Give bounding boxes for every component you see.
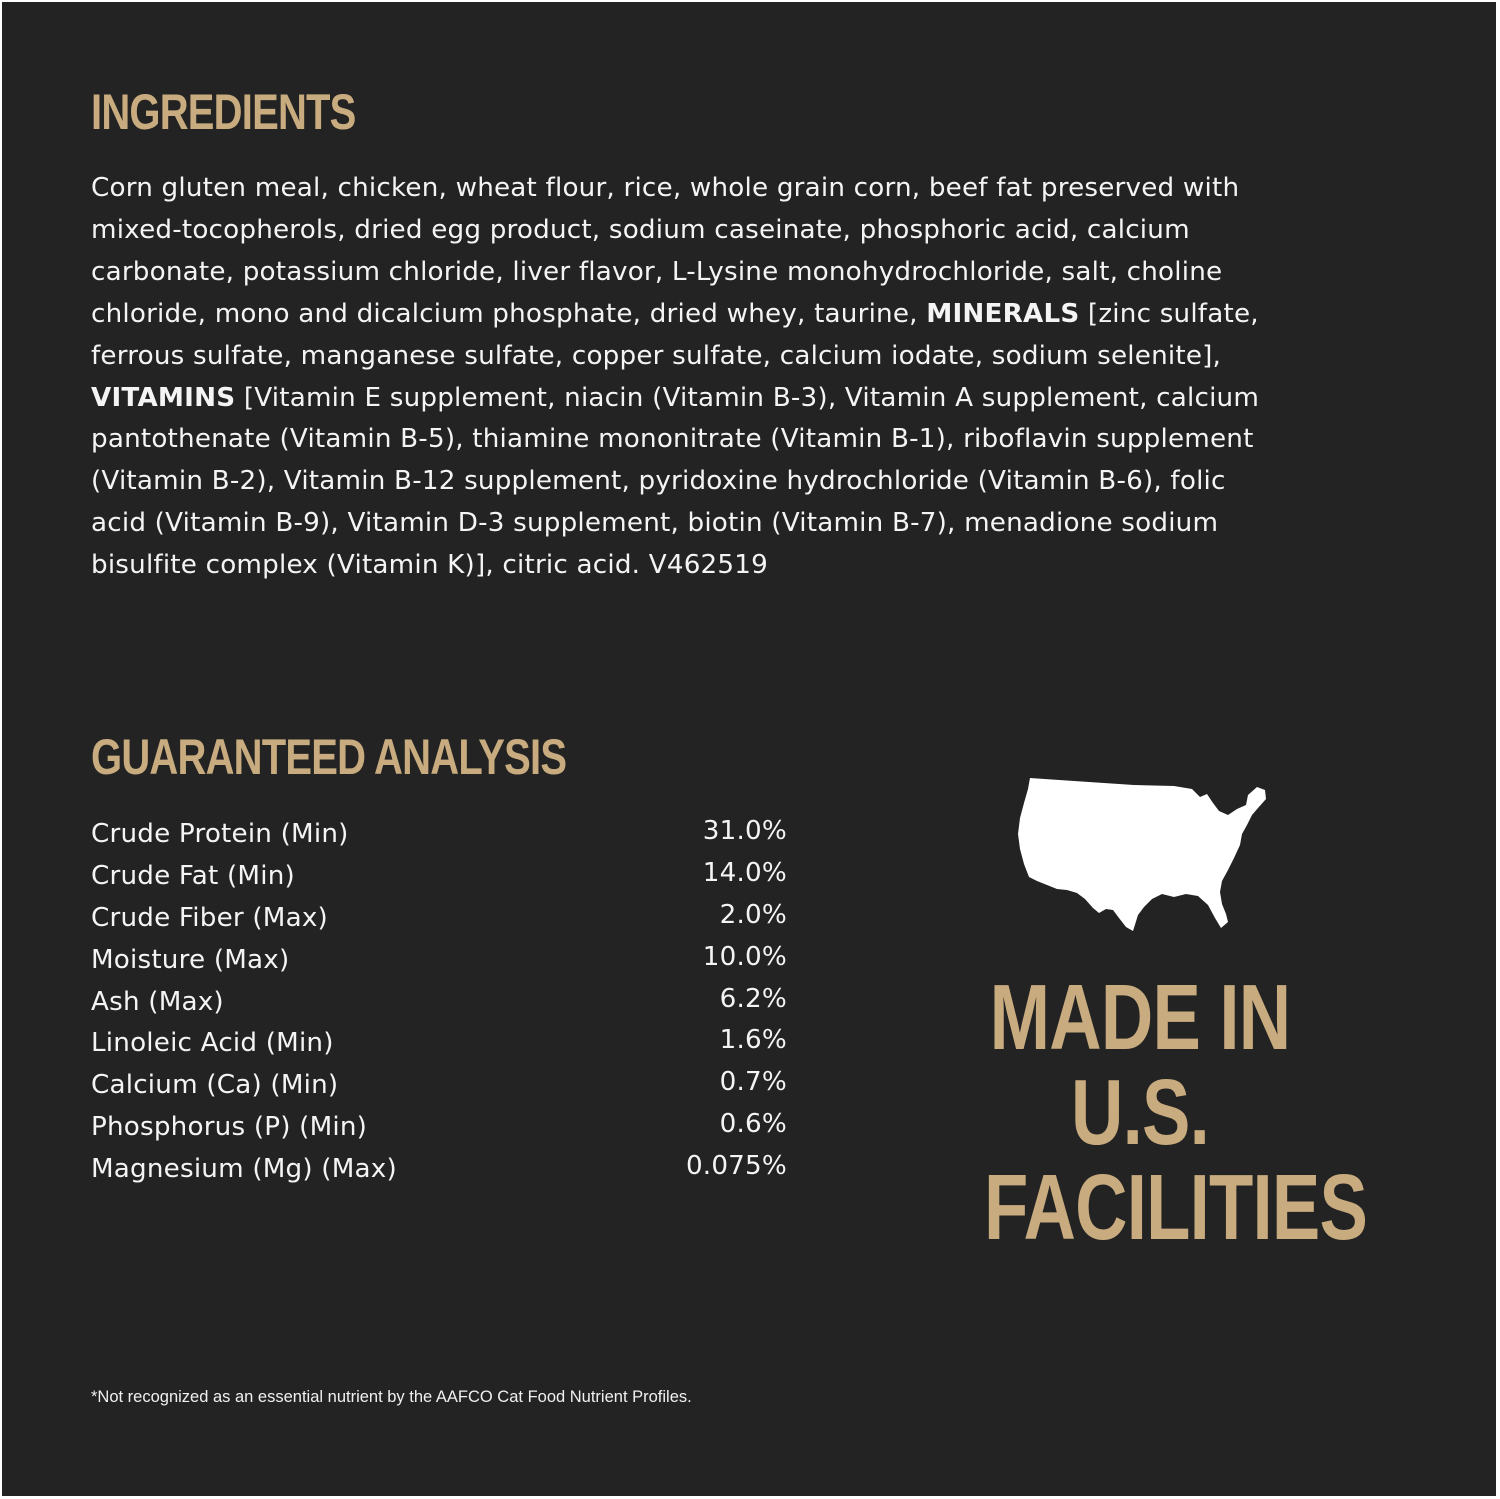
nutrient-label: Crude Fiber (Max): [91, 902, 328, 933]
ingredients-line: mixed-tocopherols, dried egg product, so…: [91, 214, 1190, 245]
ingredients-line: chloride, mono and dicalcium phosphate, …: [91, 298, 1259, 329]
guaranteed-analysis-heading: GUARANTEED ANALYSIS: [91, 729, 567, 785]
analysis-row: Calcium (Ca) (Min) 0.7%: [91, 1065, 787, 1107]
nutrient-value: 2.0%: [719, 899, 787, 930]
usa-map-icon: [1018, 778, 1266, 931]
ingredients-line: ferrous sulfate, manganese sulfate, copp…: [91, 340, 1222, 371]
nutrient-value: 1.6%: [719, 1025, 787, 1056]
analysis-row: Crude Fiber (Max) 2.0%: [91, 898, 787, 940]
nutrient-value: 0.7%: [719, 1067, 787, 1098]
badge-line: U.S.: [1071, 1060, 1210, 1164]
nutrient-label: Ash (Max): [91, 986, 224, 1017]
nutrient-value: 14.0%: [702, 857, 787, 888]
ingredients-line: (Vitamin B-2), Vitamin B-12 supplement, …: [91, 466, 1226, 497]
ingredients-line: carbonate, potassium chloride, liver fla…: [91, 256, 1223, 287]
ingredients-line: pantothenate (Vitamin B-5), thiamine mon…: [91, 424, 1254, 455]
analysis-row: Linoleic Acid (Min) 1.6%: [91, 1023, 787, 1065]
ingredients-line: Corn gluten meal, chicken, wheat flour, …: [91, 173, 1240, 203]
ingredients-text: Corn gluten meal, chicken, wheat flour, …: [91, 168, 1411, 587]
nutrient-label: Linoleic Acid (Min): [91, 1028, 334, 1059]
ingredients-line: VITAMINS [Vitamin E supplement, niacin (…: [91, 382, 1260, 413]
footnote: *Not recognized as an essential nutrient…: [91, 1388, 692, 1406]
vitamins-label: VITAMINS: [91, 382, 236, 413]
badge-line: FACILITIES: [984, 1155, 1368, 1259]
analysis-row: Moisture (Max) 10.0%: [91, 940, 787, 982]
ingredients-line: bisulfite complex (Vitamin K)], citric a…: [91, 550, 769, 581]
nutrient-label: Crude Protein (Min): [91, 819, 349, 849]
nutrient-label: Crude Fat (Min): [91, 860, 295, 891]
nutrient-label: Calcium (Ca) (Min): [91, 1070, 339, 1101]
ingredients-line: acid (Vitamin B-9), Vitamin D-3 suppleme…: [91, 508, 1219, 539]
analysis-row: Crude Protein (Min) 31.0%: [91, 814, 787, 856]
nutrient-label: Phosphorus (P) (Min): [91, 1112, 368, 1143]
analysis-row: Crude Fat (Min) 14.0%: [91, 856, 787, 898]
analysis-table: Crude Protein (Min) 31.0% Crude Fat (Min)…: [91, 814, 787, 1191]
badge-line: MADE IN: [989, 965, 1292, 1069]
made-in-us-badge: MADE IN U.S. FACILITIES: [940, 965, 1368, 1259]
nutrient-label: Moisture (Max): [91, 944, 290, 975]
minerals-label: MINERALS: [926, 298, 1080, 329]
nutrient-value: 6.2%: [719, 983, 787, 1014]
analysis-row: Magnesium (Mg) (Max) 0.075%: [91, 1149, 787, 1191]
nutrient-value: 0.075%: [685, 1151, 787, 1182]
analysis-row: Ash (Max) 6.2%: [91, 982, 787, 1024]
ingredients-heading: INGREDIENTS: [91, 84, 356, 140]
analysis-row: Phosphorus (P) (Min) 0.6%: [91, 1107, 787, 1149]
nutrient-value: 0.6%: [719, 1109, 787, 1140]
nutrient-label: Magnesium (Mg) (Max): [91, 1154, 397, 1185]
nutrient-value: 31.0%: [702, 816, 787, 846]
nutrient-value: 10.0%: [702, 941, 787, 972]
